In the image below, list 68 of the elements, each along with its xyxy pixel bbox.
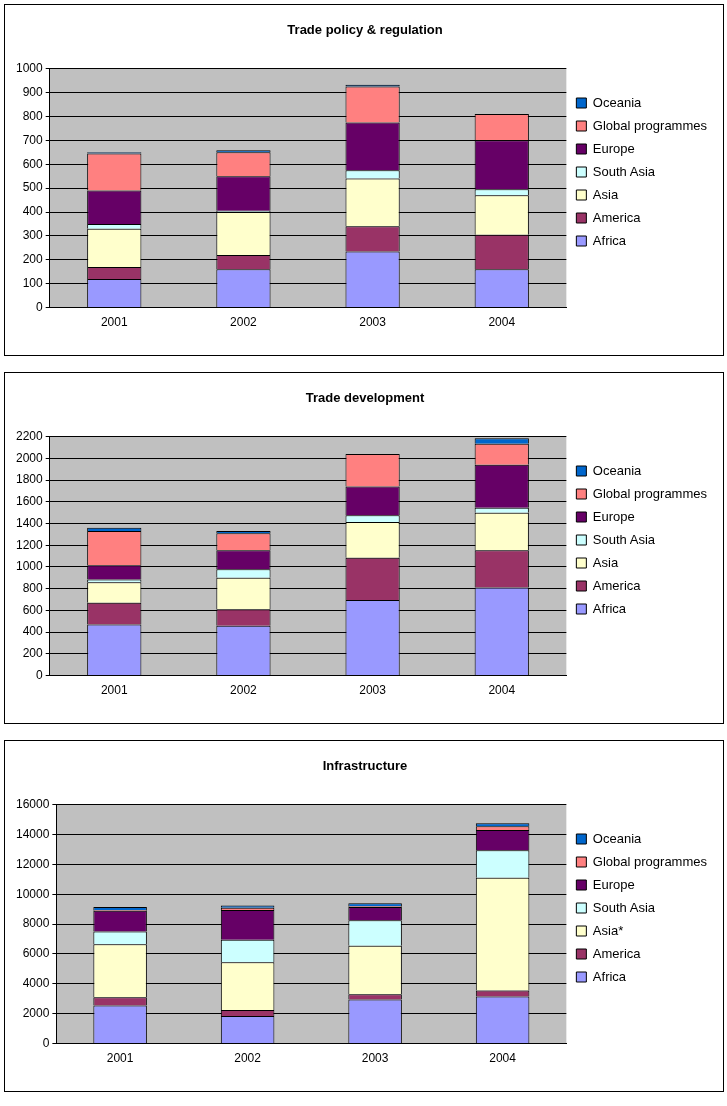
- x-tick-label: 2002: [230, 683, 258, 698]
- y-tick-label: 200: [22, 252, 44, 267]
- x-tick-label: 2004: [489, 1051, 517, 1066]
- legend-label: South Asia: [592, 899, 656, 915]
- y-tick-label: 6000: [22, 946, 50, 961]
- y-tick-label: 100: [22, 276, 44, 291]
- x-tick-label: 2002: [234, 1051, 262, 1066]
- y-tick-label: 2000: [15, 450, 44, 465]
- y-tick-label: 4000: [22, 976, 50, 991]
- x-tick-label: 2003: [359, 315, 387, 330]
- y-tick-label: 1400: [15, 515, 44, 530]
- y-tick-label: 16000: [15, 796, 50, 811]
- y-tick-label: 1200: [15, 537, 44, 552]
- legend-label: Africa: [592, 968, 627, 984]
- y-tick-label: 0: [42, 1035, 50, 1050]
- y-tick-label: 800: [22, 108, 44, 123]
- chart-title: Trade policy & regulation: [287, 22, 443, 38]
- legend-label: Africa: [592, 600, 627, 616]
- legend-label: Europe: [592, 140, 635, 156]
- legend-label: Asia*: [592, 922, 624, 938]
- y-tick-label: 400: [22, 624, 44, 639]
- y-tick-label: 1600: [15, 494, 44, 509]
- y-tick-label: 300: [22, 228, 44, 243]
- chart-title: Trade development: [305, 390, 425, 406]
- legend-label: Africa: [592, 232, 627, 248]
- legend-label: America: [592, 945, 642, 961]
- y-tick-label: 900: [22, 84, 44, 99]
- x-tick-label: 2004: [488, 315, 516, 330]
- legend-label: Global programmes: [592, 853, 708, 869]
- legend-label: Europe: [592, 876, 635, 892]
- x-tick-label: 2004: [488, 683, 516, 698]
- y-tick-label: 0: [36, 667, 44, 682]
- y-tick-label: 8000: [22, 916, 50, 931]
- x-tick-label: 2001: [100, 315, 128, 330]
- y-tick-label: 12000: [15, 856, 50, 871]
- y-tick-label: 400: [22, 204, 44, 219]
- y-tick-label: 600: [22, 156, 44, 171]
- chart-title: Infrastructure: [322, 758, 408, 774]
- y-tick-label: 2200: [15, 428, 44, 443]
- legend-label: Asia: [592, 554, 619, 570]
- y-tick-label: 1000: [15, 559, 44, 574]
- legend-label: Oceania: [592, 830, 643, 846]
- x-tick-label: 2003: [361, 1051, 389, 1066]
- x-tick-label: 2001: [106, 1051, 134, 1066]
- y-tick-label: 0: [36, 299, 44, 314]
- legend-label: America: [592, 577, 642, 593]
- legend-label: Global programmes: [592, 117, 708, 133]
- x-tick-label: 2003: [359, 683, 387, 698]
- legend-label: Europe: [592, 508, 635, 524]
- legend-label: Asia: [592, 186, 619, 202]
- legend-label: South Asia: [592, 163, 656, 179]
- legend-label: Global programmes: [592, 485, 708, 501]
- legend-label: America: [592, 209, 642, 225]
- y-tick-label: 700: [22, 132, 44, 147]
- legend-label: South Asia: [592, 531, 656, 547]
- y-tick-label: 14000: [15, 826, 50, 841]
- y-tick-label: 200: [22, 646, 44, 661]
- x-tick-label: 2001: [100, 683, 128, 698]
- legend-label: Oceania: [592, 94, 643, 110]
- y-tick-label: 1000: [15, 60, 44, 75]
- x-tick-label: 2002: [230, 315, 258, 330]
- y-tick-label: 600: [22, 602, 44, 617]
- y-tick-label: 10000: [15, 886, 50, 901]
- legend-label: Oceania: [592, 462, 643, 478]
- y-tick-label: 500: [22, 180, 44, 195]
- y-tick-label: 800: [22, 581, 44, 595]
- y-tick-label: 2000: [22, 1006, 50, 1021]
- y-tick-label: 1800: [15, 472, 44, 487]
